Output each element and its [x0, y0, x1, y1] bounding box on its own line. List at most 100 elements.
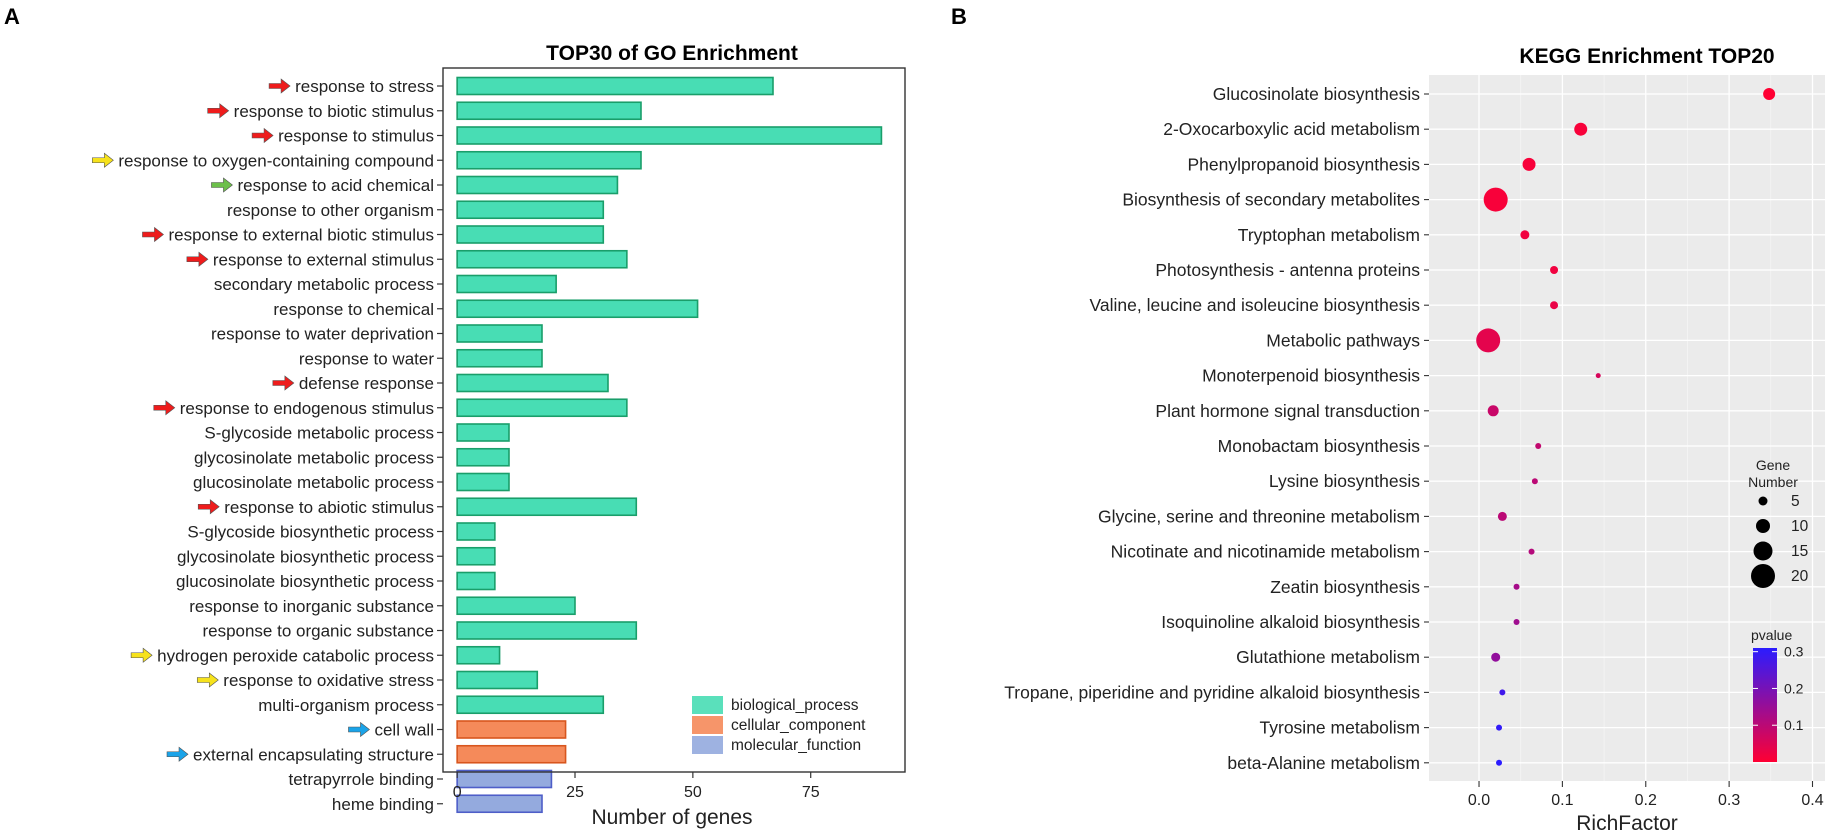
size-legend-label: 15 — [1791, 543, 1808, 560]
kegg-point — [1520, 230, 1530, 240]
kegg-category-label: Monoterpenoid biosynthesis — [1202, 366, 1420, 386]
kegg-point — [1476, 328, 1501, 353]
highlight-arrow-icon — [166, 746, 189, 762]
go-legend-swatch — [692, 696, 723, 714]
go-bar — [456, 398, 628, 418]
kegg-category-label: Tropane, piperidine and pyridine alkaloi… — [1004, 682, 1420, 702]
kegg-points — [1476, 88, 1776, 766]
color-legend-title: pvalue — [1751, 627, 1792, 643]
kegg-category-label: Glycine, serine and threonine metabolism — [1098, 506, 1420, 526]
panel-b-letter: B — [951, 4, 967, 29]
kegg-category-label: Lysine biosynthesis — [1269, 471, 1420, 491]
go-bar — [456, 225, 605, 244]
kegg-x-tick-label: 0.0 — [1468, 792, 1490, 809]
go-category-label: response to organic substance — [202, 622, 434, 641]
kegg-point — [1574, 122, 1588, 136]
go-legend: biological_process cellular_componentmole… — [692, 696, 866, 754]
go-bar — [456, 571, 496, 591]
kegg-category-label: Tyrosine metabolism — [1260, 718, 1420, 738]
size-legend-title-line1: Gene — [1756, 457, 1790, 473]
kegg-point — [1595, 373, 1601, 379]
go-chart-title: TOP30 of GO Enrichment — [546, 42, 798, 65]
go-category-label: external encapsulating structure — [193, 745, 434, 764]
kegg-x-tick-label: 0.2 — [1635, 792, 1657, 809]
go-x-axis-ticks: 0 25 50 75 — [453, 772, 820, 801]
kegg-point — [1497, 511, 1507, 521]
highlight-arrow-icon — [196, 672, 219, 688]
go-bar — [456, 249, 628, 269]
go-category-label: heme binding — [332, 795, 434, 814]
go-bar — [456, 794, 543, 814]
go-category-label: glycosinolate biosynthetic process — [177, 547, 434, 566]
color-legend-label: 0.2 — [1784, 680, 1804, 696]
go-bar — [456, 373, 609, 393]
go-legend-label: biological_process — [731, 697, 859, 714]
highlight-arrow-icon — [348, 721, 370, 738]
kegg-category-label: Tryptophan metabolism — [1238, 225, 1420, 245]
go-x-tick-label: 50 — [684, 784, 702, 801]
go-legend-label: molecular_function — [731, 737, 861, 754]
kegg-point — [1763, 88, 1776, 100]
go-bar — [456, 546, 496, 566]
go-category-label: hydrogen peroxide catabolic process — [157, 646, 434, 665]
go-category-label: S-glycoside metabolic process — [204, 424, 434, 443]
go-bar — [456, 126, 883, 145]
highlight-arrow-icon — [186, 251, 209, 267]
size-legend-label: 10 — [1791, 518, 1809, 535]
go-category-label: cell wall — [374, 721, 434, 740]
go-x-axis-label: Number of genes — [591, 806, 752, 829]
panel-b: B KEGG Enrichment TOP20 Glucosinolate bi… — [951, 4, 1825, 835]
kegg-x-tick-label: 0.1 — [1551, 792, 1573, 809]
highlight-arrow-icon — [92, 152, 114, 168]
kegg-category-label: beta-Alanine metabolism — [1227, 753, 1420, 773]
go-bar — [456, 720, 567, 739]
go-bars — [456, 76, 883, 814]
go-category-label: glucosinolate metabolic process — [193, 473, 434, 492]
go-plot-frame — [442, 67, 906, 773]
go-category-label: response to chemical — [273, 300, 434, 319]
go-category-label: response to acid chemical — [237, 176, 434, 195]
go-category-label: response to abiotic stimulus — [224, 498, 434, 517]
size-legend-label: 5 — [1791, 493, 1800, 510]
go-highlight-arrows — [92, 78, 370, 762]
go-bar — [456, 645, 501, 665]
go-bar — [456, 175, 619, 195]
kegg-category-label: Glucosinolate biosynthesis — [1213, 84, 1420, 104]
go-category-label: response to oxygen-containing compound — [118, 151, 434, 170]
go-bar — [456, 299, 699, 319]
kegg-category-label: Photosynthesis - antenna proteins — [1155, 260, 1420, 280]
kegg-category-label: Metabolic pathways — [1266, 330, 1420, 350]
go-category-label: secondary metabolic process — [214, 275, 434, 294]
kegg-x-tick-label: 0.3 — [1718, 792, 1740, 809]
go-category-label: tetrapyrrole binding — [288, 770, 434, 789]
go-bar — [456, 348, 543, 368]
go-bar — [456, 76, 774, 96]
highlight-arrow-icon — [268, 78, 291, 94]
size-legend-title-line2: Number — [1748, 474, 1798, 490]
kegg-color-legend: pvalue 0.1 0.2 0.3 — [1751, 627, 1804, 762]
go-bar — [456, 472, 510, 492]
go-bar — [456, 596, 576, 616]
go-category-label: response to biotic stimulus — [234, 102, 434, 121]
kegg-category-label: Nicotinate and nicotinamide metabolism — [1111, 542, 1420, 562]
kegg-category-label: Zeatin biosynthesis — [1270, 577, 1420, 597]
go-x-tick-label: 0 — [453, 784, 462, 801]
go-category-label: response to water — [299, 349, 434, 368]
kegg-point — [1487, 405, 1499, 417]
kegg-size-legend: Gene Number 5 10 15 20 — [1748, 457, 1809, 588]
kegg-x-axis-ticks: 0.0 0.1 0.2 0.3 0.4 — [1468, 781, 1824, 809]
go-category-labels: response to stress response to biotic sti… — [118, 77, 443, 814]
go-legend-label: cellular_component — [731, 717, 866, 734]
go-bar — [456, 447, 510, 467]
go-bar — [456, 423, 510, 442]
go-category-label: response to oxidative stress — [223, 671, 434, 690]
kegg-category-label: 2-Oxocarboxylic acid metabolism — [1163, 119, 1420, 139]
go-category-label: S-glycoside biosynthetic process — [187, 523, 434, 542]
highlight-arrow-icon — [211, 177, 233, 193]
color-legend-label: 0.3 — [1784, 644, 1804, 660]
kegg-category-label: Glutathione metabolism — [1236, 647, 1420, 667]
go-category-label: response to endogenous stimulus — [180, 399, 434, 418]
kegg-category-label: Biosynthesis of secondary metabolites — [1122, 190, 1420, 210]
go-bar — [456, 274, 557, 294]
